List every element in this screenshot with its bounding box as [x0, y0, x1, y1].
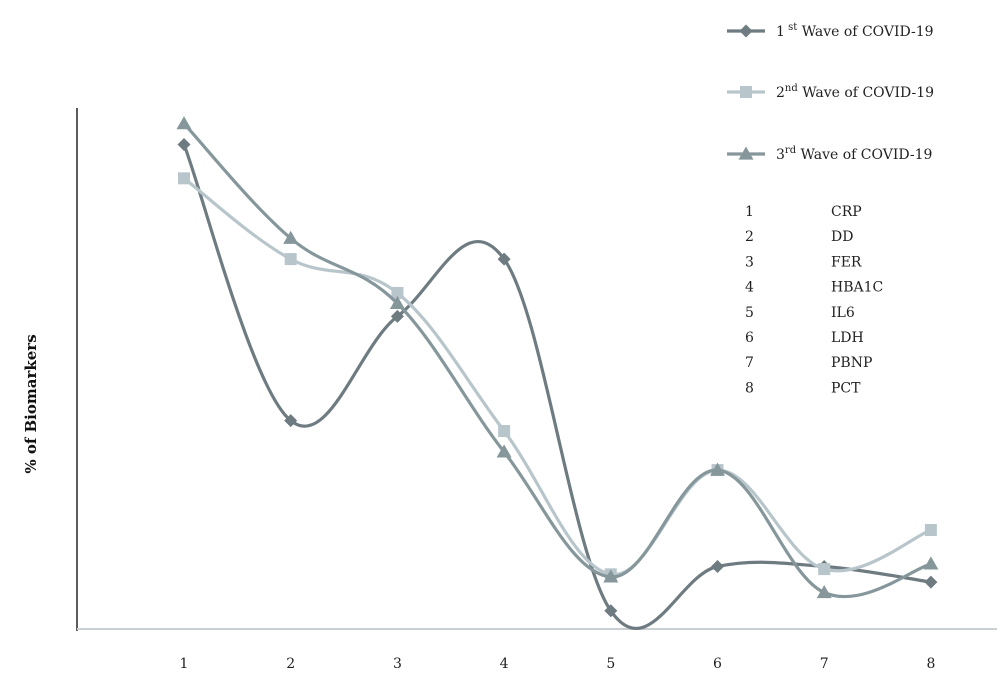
key-label: PBNP [831, 355, 872, 371]
key-row: 4 HBA1C [745, 280, 883, 296]
series-3-point-4 [496, 444, 512, 458]
key-label: PCT [831, 380, 861, 396]
series-2-point-7 [818, 563, 831, 576]
category-key: 1 CRP 2 DD 3 FER 4 HBA1C 5 IL6 6 LDH 7 PBNP 8 PCT [745, 204, 883, 396]
series-1-point-8 [924, 575, 938, 589]
x-tick-label: 3 [393, 656, 402, 672]
series-layer [176, 116, 939, 630]
legend-swatch-marker [740, 86, 752, 98]
series-1-point-6 [711, 559, 724, 573]
key-number: 2 [745, 229, 754, 245]
legend-swatch-marker [738, 146, 754, 160]
series-2-point-8 [924, 524, 937, 537]
legend-swatch-marker [739, 24, 753, 38]
key-number: 6 [745, 330, 754, 346]
key-label: FER [831, 254, 862, 270]
series-2-point-2 [284, 253, 297, 266]
key-label: IL6 [831, 305, 855, 321]
legend-label: 1 st Wave of COVID-19 [776, 22, 934, 40]
key-row: 8 PCT [745, 380, 861, 396]
series-2 [178, 172, 937, 581]
key-number: 3 [745, 254, 754, 270]
legend-item-2: 2nd Wave of COVID-19 [727, 83, 934, 101]
x-tick-label: 5 [606, 656, 615, 672]
series-3-point-1 [176, 116, 192, 130]
series-3-point-8 [923, 556, 939, 570]
key-number: 7 [745, 355, 754, 371]
series-2-point-4 [498, 425, 511, 438]
legend-item-3: 3rd Wave of COVID-19 [727, 145, 932, 163]
key-row: 3 FER [745, 254, 862, 270]
x-tick-label: 8 [926, 656, 935, 672]
legend-label: 2nd Wave of COVID-19 [776, 83, 934, 101]
series-1-point-5 [604, 604, 618, 618]
series-3-point-7 [816, 585, 832, 599]
series-2-point-3 [391, 286, 404, 299]
x-tick-label: 2 [286, 656, 295, 672]
series-1-point-3 [390, 309, 404, 323]
key-row: 1 CRP [745, 204, 862, 220]
key-row: 6 LDH [745, 330, 864, 346]
series-1-point-4 [497, 252, 511, 266]
series-3 [176, 116, 939, 599]
key-label: DD [831, 229, 853, 245]
legend: 1 st Wave of COVID-19 2nd Wave of COVID-1… [727, 22, 934, 163]
x-tick-label: 6 [713, 656, 722, 672]
series-1 [177, 137, 938, 630]
series-1-point-1 [177, 137, 191, 151]
key-row: 5 IL6 [745, 305, 855, 321]
series-1-point-2 [284, 414, 298, 428]
key-number: 1 [745, 204, 754, 220]
y-axis-label: % of Biomarkers [22, 334, 40, 473]
series-3-point-6 [710, 462, 725, 476]
key-label: CRP [831, 204, 862, 220]
key-row: 7 PBNP [745, 355, 872, 371]
series-2-point-1 [178, 172, 190, 185]
key-label: LDH [831, 330, 864, 346]
key-number: 4 [745, 280, 754, 296]
series-3-point-3 [389, 295, 405, 309]
legend-item-1: 1 st Wave of COVID-19 [727, 22, 934, 40]
x-tick-label: 4 [500, 656, 509, 672]
x-tick-label: 1 [180, 656, 189, 672]
series-1-line [182, 142, 933, 630]
key-row: 2 DD [745, 229, 853, 245]
key-number: 8 [745, 380, 754, 396]
key-number: 5 [745, 305, 754, 321]
legend-label: 3rd Wave of COVID-19 [776, 145, 932, 163]
series-2-line [182, 176, 933, 576]
x-tick-label: 7 [820, 656, 829, 672]
series-3-line [182, 122, 933, 599]
x-tick-labels: 1 2 3 4 5 6 7 8 [180, 656, 936, 672]
series-3-point-5 [603, 569, 619, 583]
series-3-point-2 [283, 230, 299, 244]
key-label: HBA1C [831, 280, 883, 296]
